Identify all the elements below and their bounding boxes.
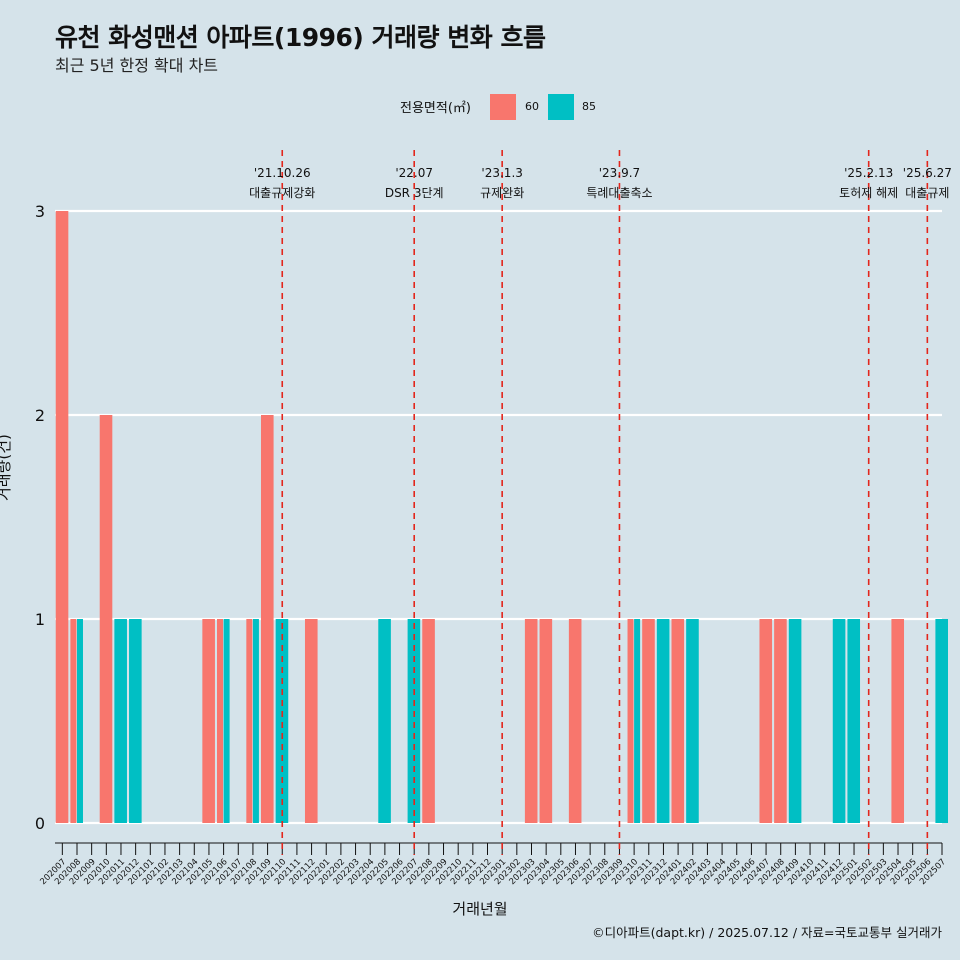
bar-60-202008 xyxy=(70,619,77,823)
bar-85-202011 xyxy=(114,619,127,823)
event-name-label: 대출규제 xyxy=(905,186,949,200)
event-name-label: 규제완화 xyxy=(480,186,524,200)
y-tick-label: 3 xyxy=(35,202,45,221)
bar-85-202012 xyxy=(129,619,142,823)
bar-60-202304 xyxy=(539,619,553,823)
event-date-label: '23.1.3 xyxy=(481,166,522,180)
source-caption: ©디아파트(dapt.kr) / 2025.07.12 / 자료=국토교통부 실… xyxy=(592,925,942,940)
bar-85-202108 xyxy=(252,619,259,823)
bar-85-202507 xyxy=(935,619,948,823)
bar-60-202106 xyxy=(217,619,224,823)
legend-swatch-60 xyxy=(490,94,516,120)
event-date-label: '22.07 xyxy=(395,166,433,180)
event-date-label: '21.10.26 xyxy=(254,166,311,180)
bar-60-202105 xyxy=(202,619,215,823)
event-date-label: '25.6.27 xyxy=(903,166,952,180)
event-date-label: '23.9.7 xyxy=(599,166,640,180)
bar-85-202409 xyxy=(788,619,802,823)
legend-swatch-85 xyxy=(548,94,574,120)
bar-85-202207 xyxy=(407,619,421,823)
legend-label-85: 85 xyxy=(582,100,596,113)
y-tick-label: 0 xyxy=(35,814,45,833)
bar-60-202310 xyxy=(627,619,634,823)
bar-60-202007 xyxy=(55,211,69,823)
bar-85-202106 xyxy=(223,619,230,823)
x-axis-label: 거래년월 xyxy=(452,900,508,918)
chart-title: 유천 화성맨션 아파트(1996) 거래량 변화 흐름 xyxy=(55,23,546,52)
bar-60-202112 xyxy=(304,619,318,823)
legend-label-60: 60 xyxy=(525,100,539,113)
bar-60-202407 xyxy=(759,619,773,823)
bar-60-202401 xyxy=(671,619,685,823)
bar-60-202306 xyxy=(568,619,582,823)
bar-85-202205 xyxy=(378,619,391,823)
bar-85-202312 xyxy=(656,619,670,823)
y-tick-label: 2 xyxy=(35,406,45,425)
event-name-label: DSR 3단계 xyxy=(385,186,444,200)
bar-60-202311 xyxy=(642,619,655,823)
event-name-label: 대출규제강화 xyxy=(249,186,315,200)
y-tick-label: 1 xyxy=(35,610,45,629)
bar-60-202108 xyxy=(246,619,253,823)
event-date-label: '25.2.13 xyxy=(844,166,893,180)
bar-60-202010 xyxy=(99,415,113,823)
bar-60-202408 xyxy=(774,619,787,823)
bar-85-202501 xyxy=(847,619,861,823)
bar-85-202310 xyxy=(634,619,641,823)
bar-85-202402 xyxy=(686,619,699,823)
event-name-label: 토허제 해제 xyxy=(839,186,898,200)
event-name-label: 특례대출축소 xyxy=(586,186,652,200)
bar-85-202412 xyxy=(832,619,846,823)
bar-60-202109 xyxy=(260,415,274,823)
bar-85-202110 xyxy=(275,619,289,823)
legend: 전용면적(㎡) 60 85 xyxy=(0,92,960,122)
legend-title: 전용면적(㎡) xyxy=(400,101,471,116)
chart-subtitle: 최근 5년 한정 확대 차트 xyxy=(55,56,219,75)
bar-60-202504 xyxy=(891,619,905,823)
bar-60-202303 xyxy=(524,619,538,823)
bar-60-202208 xyxy=(422,619,435,823)
bar-85-202008 xyxy=(76,619,83,823)
